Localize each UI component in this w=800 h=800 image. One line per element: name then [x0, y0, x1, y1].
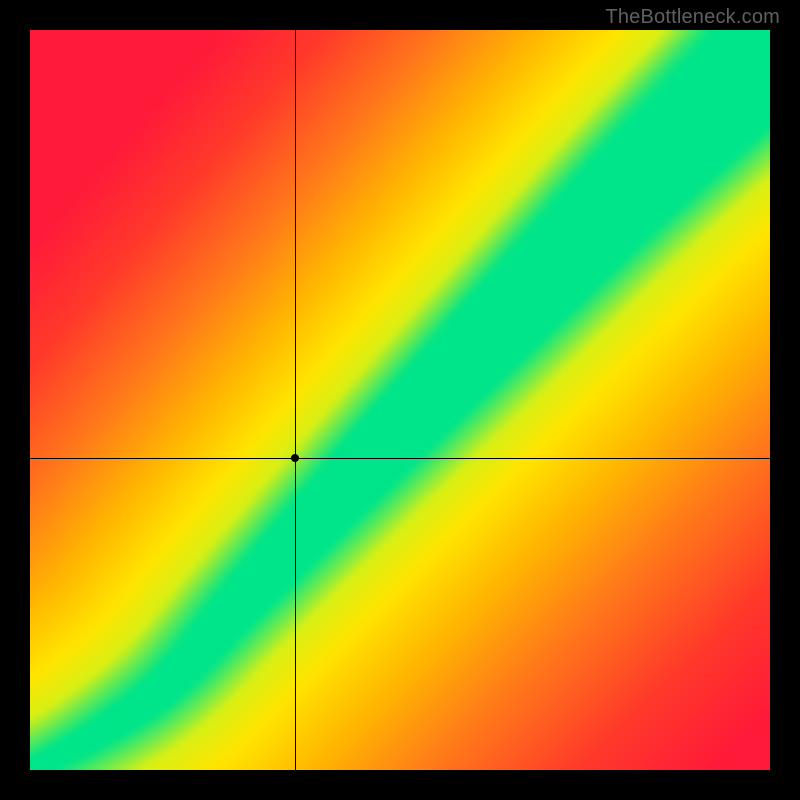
- plot-area: [30, 30, 770, 770]
- watermark-text: TheBottleneck.com: [605, 6, 780, 29]
- heatmap-canvas: [30, 30, 770, 770]
- chart-frame: TheBottleneck.com: [0, 0, 800, 800]
- crosshair-horizontal: [30, 458, 770, 459]
- crosshair-vertical: [295, 30, 296, 770]
- crosshair-dot: [291, 454, 299, 462]
